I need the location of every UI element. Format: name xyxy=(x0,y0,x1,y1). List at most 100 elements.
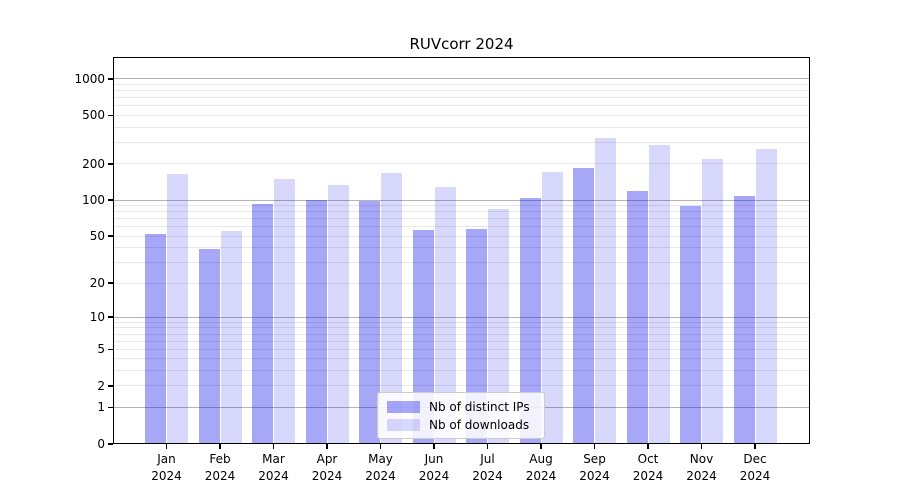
y-axis-tick-label: 20 xyxy=(89,276,105,291)
y-axis-tick-label: 2 xyxy=(97,378,105,393)
gridline xyxy=(113,163,810,165)
bar-downloads xyxy=(434,187,456,444)
y-axis-tick-label: 0 xyxy=(97,437,105,451)
bar-downloads xyxy=(595,137,616,444)
bar-distinct-ips xyxy=(733,196,755,444)
gridline xyxy=(113,211,810,213)
x-axis-tick-mark xyxy=(754,444,756,449)
legend-label: Nb of downloads xyxy=(429,417,530,432)
x-axis-tick-mark xyxy=(379,444,382,449)
bar-distinct-ips xyxy=(412,230,434,444)
x-axis-tick-mark xyxy=(647,444,649,449)
gridline xyxy=(113,316,810,318)
gridline xyxy=(113,218,810,220)
x-axis-tick-label: Feb 2024 xyxy=(204,452,236,483)
x-axis-tick-label: Oct 2024 xyxy=(632,452,664,483)
bar-distinct-ips xyxy=(305,200,327,444)
bar-downloads xyxy=(220,231,242,444)
gridline xyxy=(113,247,810,249)
y-axis-tick-label: 1000 xyxy=(74,71,105,86)
gridline xyxy=(113,348,810,350)
bar-downloads xyxy=(274,178,295,444)
y-axis-tick-mark xyxy=(108,235,113,237)
gridline xyxy=(113,333,810,335)
bar-distinct-ips xyxy=(626,190,648,444)
gridline xyxy=(113,126,810,128)
x-axis-tick-label: Jan 2024 xyxy=(151,452,182,483)
gridline xyxy=(113,97,810,99)
y-axis-tick-mark xyxy=(108,78,113,80)
bar-distinct-ips xyxy=(198,249,220,444)
legend-label: Nb of distinct IPs xyxy=(429,399,530,414)
gridline xyxy=(113,78,810,80)
y-axis-tick-label: 10 xyxy=(89,310,105,325)
y-axis-tick-mark xyxy=(108,199,113,201)
gridline xyxy=(113,205,810,207)
x-axis-tick-mark xyxy=(219,444,221,449)
y-axis-tick-mark xyxy=(108,114,113,117)
x-axis-tick-mark xyxy=(272,444,275,449)
gridline xyxy=(113,321,810,323)
x-axis-tick-label: Jul 2024 xyxy=(472,452,503,483)
y-axis-tick-mark xyxy=(108,385,113,387)
y-axis-tick-mark xyxy=(108,282,113,284)
x-axis-tick-label: Apr 2024 xyxy=(311,452,343,483)
x-axis-tick-mark xyxy=(593,444,596,449)
gridline xyxy=(113,358,810,360)
gridline xyxy=(113,83,810,85)
gridline xyxy=(113,90,810,92)
bar-distinct-ips xyxy=(252,203,273,444)
gridline xyxy=(113,262,810,263)
bar-distinct-ips xyxy=(145,234,166,444)
bar-downloads xyxy=(327,184,349,444)
legend-item: Nb of downloads xyxy=(378,418,544,432)
bar-downloads xyxy=(648,144,670,444)
y-axis-tick-label: 500 xyxy=(82,108,105,123)
x-axis-tick-mark xyxy=(486,444,489,449)
x-axis-tick-label: Aug 2024 xyxy=(525,452,557,483)
y-axis-tick-label: 1 xyxy=(97,400,105,415)
bar-downloads xyxy=(541,171,563,444)
bar-downloads xyxy=(755,149,777,444)
y-axis-tick-label: 100 xyxy=(82,193,105,208)
bar-distinct-ips xyxy=(466,228,487,444)
y-axis-tick-label: 5 xyxy=(97,342,105,357)
x-axis-tick-mark xyxy=(326,444,328,449)
plot-area xyxy=(113,57,810,444)
y-axis-tick-mark xyxy=(108,406,113,409)
x-axis-tick-mark xyxy=(540,444,542,449)
gridline xyxy=(113,235,810,237)
bar-downloads xyxy=(381,173,402,444)
x-axis-tick-mark xyxy=(433,444,435,449)
bar-downloads xyxy=(167,173,188,444)
y-axis-tick-mark xyxy=(108,316,113,319)
gridline xyxy=(113,114,810,116)
y-axis-tick-label: 200 xyxy=(82,156,105,171)
gridline xyxy=(113,226,810,228)
y-axis-tick-mark xyxy=(108,162,113,165)
bar-distinct-ips xyxy=(573,168,594,444)
gridline xyxy=(113,385,810,387)
legend-swatch-downloads-icon xyxy=(387,418,420,431)
x-axis-tick-label: Nov 2024 xyxy=(686,452,717,483)
bar-distinct-ips xyxy=(680,205,701,444)
x-axis-tick-label: Mar 2024 xyxy=(258,452,289,483)
gridline xyxy=(113,282,810,284)
x-axis-tick-label: Jun 2024 xyxy=(418,452,450,483)
gridline xyxy=(113,105,810,107)
legend-item: Nb of distinct IPs xyxy=(378,400,544,414)
y-axis-tick-mark xyxy=(108,443,113,445)
gridline xyxy=(113,199,810,201)
bar-downloads xyxy=(488,209,509,444)
chart-title: RUVcorr 2024 xyxy=(409,35,514,53)
x-axis-tick-mark xyxy=(165,444,168,449)
legend-swatch-distinct-ips-icon xyxy=(387,400,420,413)
gridline xyxy=(113,340,810,342)
gridline xyxy=(113,370,810,372)
legend: Nb of distinct IPs Nb of downloads xyxy=(377,392,545,439)
gridline xyxy=(113,327,810,329)
gridline xyxy=(113,141,810,143)
y-axis-tick-mark xyxy=(108,348,113,351)
x-axis-tick-label: Dec 2024 xyxy=(739,452,771,483)
